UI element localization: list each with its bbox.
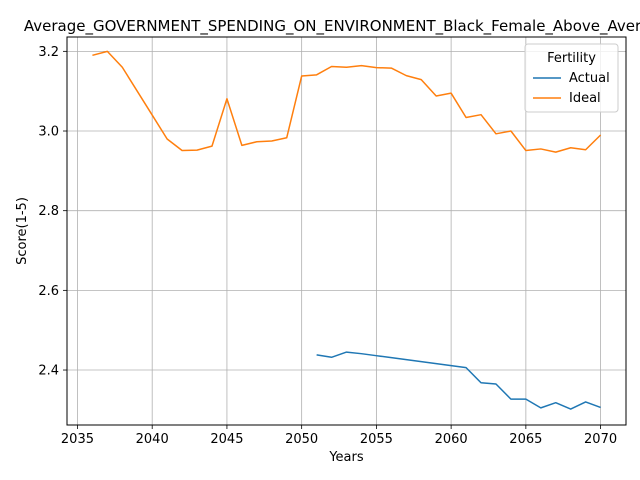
x-tick-label: 2055	[360, 432, 393, 447]
chart-title: Average_GOVERNMENT_SPENDING_ON_ENVIRONME…	[24, 17, 640, 36]
series-lines	[92, 50, 602, 410]
x-tick-label: 2035	[61, 432, 94, 447]
y-axis-label: Score(1-5)	[15, 197, 30, 265]
legend-items: Actual Ideal	[533, 71, 610, 106]
y-tick-label: 3.2	[38, 45, 59, 60]
x-tick-label: 2065	[509, 432, 542, 447]
plot-frame	[66, 36, 627, 426]
x-tick-label: 2070	[584, 432, 617, 447]
legend: Fertility Actual Ideal	[524, 43, 619, 113]
x-axis-label: Years	[328, 450, 364, 465]
legend-label-ideal: Ideal	[569, 91, 601, 106]
x-tick-label: 2040	[136, 432, 169, 447]
axis-ticks: 2035 2040 2045 2050 2055 2060 2065 2070 2.4 2.6 2.…	[38, 45, 617, 447]
y-tick-label: 2.4	[38, 364, 59, 379]
series-line-actual	[316, 351, 601, 410]
x-tick-label: 2045	[210, 432, 243, 447]
x-tick-label: 2060	[435, 432, 468, 447]
x-tick-label: 2050	[285, 432, 318, 447]
legend-label-actual: Actual	[569, 71, 610, 86]
y-tick-label: 2.8	[38, 204, 59, 219]
legend-box	[524, 43, 619, 113]
series-line-ideal	[92, 50, 602, 153]
y-tick-label: 3.0	[38, 125, 59, 140]
legend-title: Fertility	[547, 51, 596, 66]
y-tick-label: 2.6	[38, 284, 59, 299]
